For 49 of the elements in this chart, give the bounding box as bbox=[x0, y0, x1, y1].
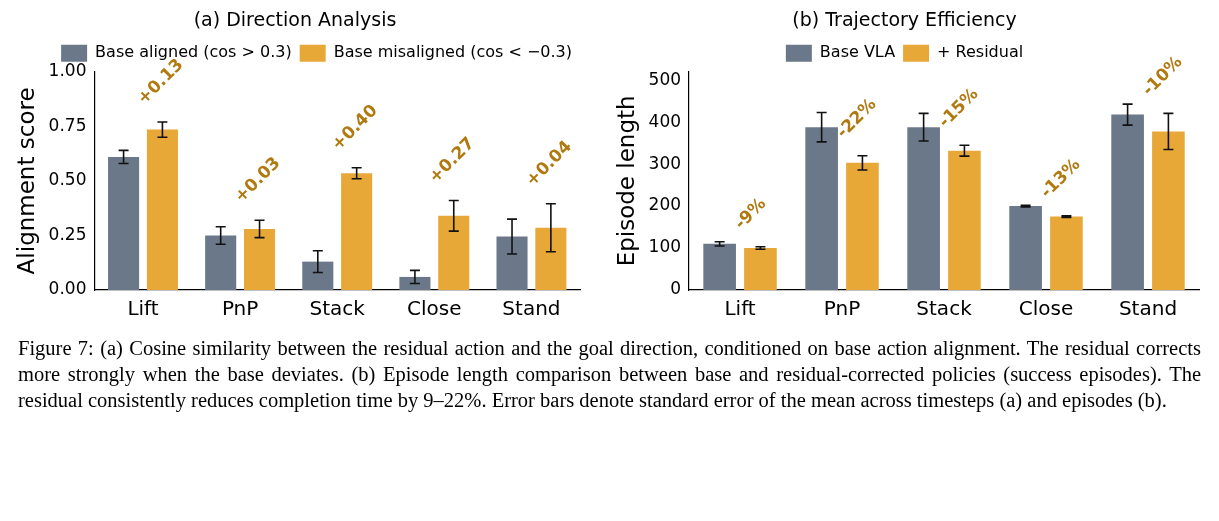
y-tick-label: 200 bbox=[648, 194, 682, 215]
bar bbox=[948, 150, 981, 290]
x-tick-label: Lift bbox=[724, 296, 756, 321]
legend-label: Base misaligned (cos < −0.3) bbox=[333, 42, 572, 62]
x-tick-label: Stack bbox=[309, 296, 366, 321]
y-tick-label: 0.75 bbox=[48, 114, 87, 135]
bar bbox=[805, 127, 838, 290]
x-tick-label: Stand bbox=[502, 296, 561, 321]
bar bbox=[341, 173, 373, 290]
bar bbox=[1111, 114, 1144, 290]
y-tick-label: 500 bbox=[648, 68, 682, 89]
x-tick-label: Stack bbox=[916, 296, 973, 321]
y-axis-title: Episode length bbox=[612, 95, 639, 267]
y-tick-label: 0.00 bbox=[48, 278, 87, 299]
bar bbox=[146, 129, 178, 290]
y-tick-label: 0.25 bbox=[48, 223, 87, 244]
x-tick-label: Stand bbox=[1118, 296, 1178, 321]
bar bbox=[535, 227, 567, 290]
chart-title: (a) Direction Analysis bbox=[193, 8, 397, 31]
x-tick-label: Lift bbox=[127, 296, 159, 321]
y-tick-label: 100 bbox=[648, 236, 682, 257]
bar bbox=[846, 162, 879, 290]
bar bbox=[744, 248, 777, 290]
y-tick-label: 0 bbox=[670, 278, 682, 299]
y-tick-label: 1.00 bbox=[48, 60, 87, 81]
bar bbox=[1009, 206, 1042, 290]
bar bbox=[1050, 216, 1083, 290]
y-tick-label: 0.50 bbox=[48, 169, 87, 190]
bar bbox=[244, 228, 276, 290]
bar bbox=[399, 276, 431, 290]
caption: Figure 7: (a) Cosine similarity between the residual action and the goal direction, conditioned on base action alignment. The residual corrects more strongly when the base deviates. (b) Episode length comparison between base and residual-corrected policies (success episodes). The residual consistently reduces completion time by 9–22%. Error bars denote standard error of the mean across timesteps (a) and episodes (b). bbox=[17, 336, 1202, 413]
x-tick-label: Close bbox=[1018, 296, 1074, 321]
y-tick-label: 300 bbox=[648, 152, 682, 173]
x-tick-label: Close bbox=[407, 296, 462, 321]
bar bbox=[907, 127, 940, 290]
legend-label: + Residual bbox=[937, 42, 1024, 62]
bar bbox=[108, 156, 140, 290]
y-axis-title: Alignment score bbox=[12, 87, 39, 275]
x-tick-label: PnP bbox=[221, 296, 259, 321]
bar bbox=[205, 235, 237, 290]
bar bbox=[438, 215, 470, 290]
bar bbox=[703, 243, 736, 290]
bar bbox=[1152, 131, 1185, 290]
bar bbox=[302, 261, 334, 290]
legend-label: Base VLA bbox=[819, 42, 896, 62]
y-tick-label: 400 bbox=[648, 110, 682, 131]
bar bbox=[496, 236, 528, 290]
chart-title: (b) Trajectory Efficiency bbox=[792, 8, 1017, 31]
x-tick-label: PnP bbox=[823, 296, 861, 321]
